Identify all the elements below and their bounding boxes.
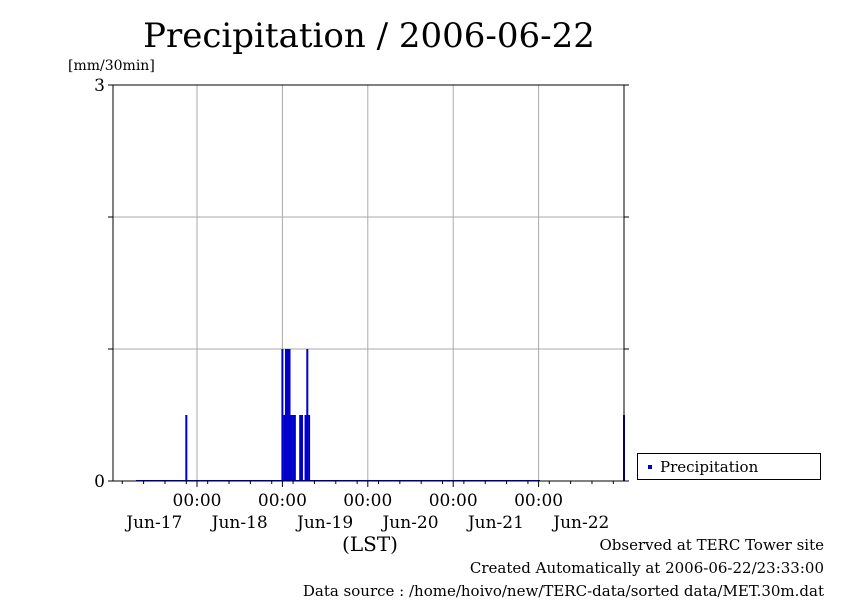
x-tick-label-time: 00:00 [343,491,392,511]
legend-label-precipitation: Precipitation [660,458,759,476]
footer-observed: Observed at TERC Tower site [599,536,824,554]
x-tick-label-date: Jun-18 [210,513,268,533]
precipitation-bar [292,415,295,481]
precipitation-bar [308,415,311,481]
x-tick-label-date: Jun-22 [551,513,609,533]
y-tick-label: 3 [94,76,105,96]
x-tick-label-time: 00:00 [173,491,222,511]
precipitation-bar [299,415,302,481]
x-tick-label-date: Jun-21 [466,513,524,533]
x-tick-label-time: 00:00 [258,491,307,511]
chart-title: Precipitation / 2006-06-22 [143,16,595,56]
y-axis-unit-label: [mm/30min] [68,58,155,74]
gridlines [113,85,624,481]
legend-swatch [648,465,652,469]
precipitation-bar [283,415,286,481]
x-tick-label-date: Jun-19 [295,513,353,533]
x-tick-label-date: Jun-20 [380,513,438,533]
x-tick-label-time: 00:00 [514,491,563,511]
x-axis-label: (LST) [342,532,398,556]
axis-labels: 0300:00Jun-1700:00Jun-1800:00Jun-1900:00… [94,76,609,533]
x-tick-label-time: 00:00 [429,491,478,511]
precipitation-bar [306,349,309,481]
precipitation-bar [300,415,303,481]
legend: Precipitation [637,453,821,480]
precipitation-bar [288,349,291,481]
footer-data-source: Data source : /home/hoivo/new/TERC-data/… [302,582,824,600]
precipitation-bar [290,415,293,481]
plot-frame [112,84,625,482]
y-tick-label: 0 [94,472,105,492]
axis-ticks [108,84,629,487]
precipitation-bar [284,349,287,481]
precipitation-bar [281,349,284,481]
bar-series [136,349,625,481]
precipitation-bar [286,349,289,481]
precipitation-bar [293,415,296,481]
footer-created: Created Automatically at 2006-06-22/23:3… [469,559,824,577]
precipitation-bar [185,415,188,481]
precipitation-bar [304,415,307,481]
x-tick-label-date: Jun-17 [124,513,182,533]
